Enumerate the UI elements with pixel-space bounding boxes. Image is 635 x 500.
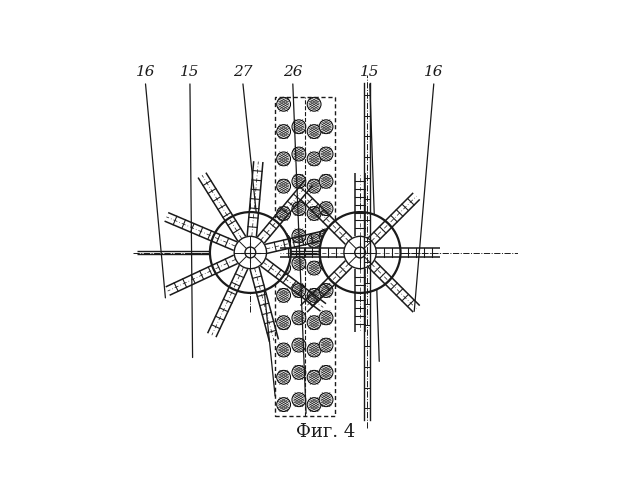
Circle shape [292, 284, 306, 298]
Text: 16: 16 [424, 65, 444, 79]
Text: 15: 15 [180, 65, 199, 79]
Text: 16: 16 [135, 65, 155, 79]
Circle shape [292, 202, 306, 215]
Circle shape [292, 311, 306, 325]
Circle shape [292, 366, 306, 380]
Circle shape [277, 343, 291, 357]
Circle shape [319, 311, 333, 325]
Circle shape [277, 152, 291, 166]
Circle shape [292, 229, 306, 243]
Circle shape [319, 366, 333, 380]
Circle shape [307, 370, 321, 384]
Circle shape [292, 174, 306, 188]
Circle shape [292, 338, 306, 352]
Circle shape [277, 370, 291, 384]
Text: 27: 27 [233, 65, 252, 79]
Circle shape [355, 247, 366, 258]
Circle shape [307, 234, 321, 247]
Circle shape [307, 124, 321, 138]
Circle shape [292, 256, 306, 270]
Circle shape [277, 398, 291, 411]
Circle shape [277, 288, 291, 302]
Circle shape [319, 174, 333, 188]
Circle shape [307, 98, 321, 111]
Circle shape [307, 288, 321, 302]
Circle shape [319, 202, 333, 215]
Circle shape [210, 212, 291, 293]
Circle shape [319, 229, 333, 243]
Circle shape [277, 179, 291, 193]
Circle shape [319, 147, 333, 161]
Circle shape [292, 147, 306, 161]
Circle shape [277, 206, 291, 220]
Circle shape [319, 120, 333, 134]
Circle shape [307, 398, 321, 411]
Circle shape [307, 316, 321, 330]
Text: 15: 15 [360, 65, 380, 79]
Circle shape [277, 261, 291, 275]
Circle shape [277, 98, 291, 111]
Bar [274, 96, 335, 416]
Circle shape [307, 152, 321, 166]
Circle shape [319, 393, 333, 406]
Circle shape [277, 234, 291, 247]
Text: Фиг. 4: Фиг. 4 [296, 423, 355, 441]
Circle shape [277, 316, 291, 330]
Text: 26: 26 [283, 65, 302, 79]
Circle shape [292, 393, 306, 406]
Circle shape [319, 212, 401, 293]
Circle shape [319, 284, 333, 298]
Circle shape [319, 256, 333, 270]
Circle shape [277, 124, 291, 138]
Circle shape [307, 343, 321, 357]
Circle shape [245, 247, 256, 258]
Circle shape [292, 120, 306, 134]
Circle shape [319, 338, 333, 352]
Circle shape [307, 179, 321, 193]
Circle shape [307, 206, 321, 220]
Circle shape [307, 261, 321, 275]
